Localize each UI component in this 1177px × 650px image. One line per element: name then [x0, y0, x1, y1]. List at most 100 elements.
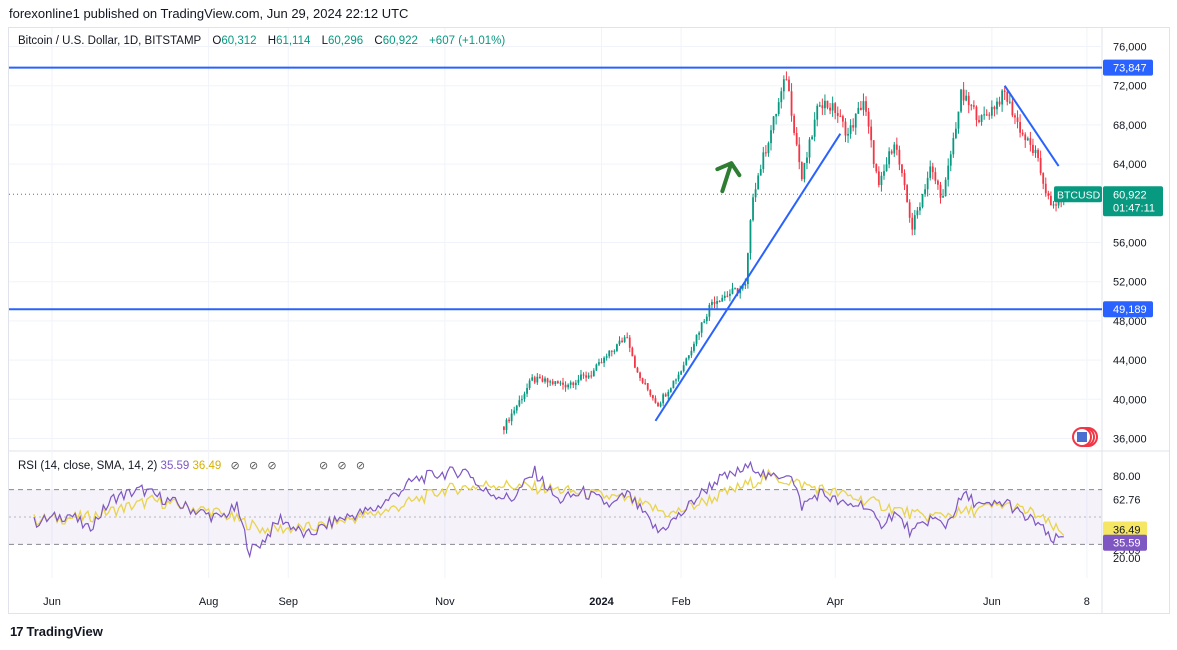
- candle-body: [931, 166, 934, 173]
- candle-body: [857, 107, 860, 114]
- rsi-sma-tag: [1103, 521, 1147, 538]
- candle-body: [590, 375, 593, 377]
- candle-body: [1050, 195, 1052, 206]
- candle-body: [901, 164, 903, 174]
- candle-body: [605, 356, 608, 358]
- candle-body: [944, 179, 947, 197]
- candle-body: [911, 217, 914, 230]
- rsi-tick-label: 62.76: [1113, 495, 1141, 507]
- candle-body: [526, 387, 528, 394]
- candle-body: [975, 106, 978, 120]
- candle-body: [1016, 117, 1019, 122]
- hidden-plot-icon[interactable]: ⊘: [248, 460, 259, 472]
- rsi-value-tag-label: 35.59: [1113, 538, 1141, 550]
- candle-body: [954, 128, 957, 139]
- candle-body: [875, 163, 878, 172]
- candle-body: [1003, 90, 1006, 92]
- time-tick-label: 8: [1084, 596, 1090, 608]
- candle-body: [744, 284, 747, 286]
- level-price-label: 49,189: [1113, 304, 1147, 316]
- candle-body: [600, 362, 603, 364]
- candle-body: [1011, 101, 1014, 116]
- candle-body: [538, 376, 541, 379]
- hidden-plot-icon[interactable]: ⊘: [355, 460, 366, 472]
- candle-body: [972, 105, 975, 107]
- candle-body: [790, 91, 793, 116]
- hidden-plot-icon[interactable]: ⊘: [337, 460, 347, 472]
- time-tick-label: 2024: [589, 596, 614, 608]
- candle-body: [759, 169, 762, 176]
- time-tick-label: Jun: [43, 596, 61, 608]
- candle-body: [713, 301, 716, 304]
- candle-body: [811, 136, 813, 140]
- hidden-plot-icon[interactable]: ⊘: [230, 460, 240, 472]
- candle-body: [654, 398, 657, 403]
- candle-body: [636, 367, 639, 373]
- hidden-plot-icon[interactable]: ⊘: [318, 460, 329, 472]
- rsi-sma-value: 36.49: [192, 460, 222, 472]
- low-value: 60,296: [328, 35, 364, 47]
- candle-body: [572, 382, 575, 386]
- close-label: C: [374, 35, 383, 47]
- level-price-tag: [1103, 301, 1153, 318]
- candle-body: [523, 393, 526, 400]
- candle-body: [877, 171, 880, 185]
- candle-body: [888, 151, 891, 165]
- tradingview-brand: TradingView: [26, 624, 103, 639]
- candle-body: [700, 322, 703, 333]
- price-tick-label: 76,000: [1113, 42, 1147, 54]
- candle-body: [929, 166, 932, 178]
- trendline[interactable]: [1003, 85, 1060, 167]
- candle-body: [592, 370, 595, 377]
- price-tick-label: 36,000: [1113, 434, 1147, 446]
- candle-body: [978, 119, 980, 123]
- candle-body: [949, 154, 952, 166]
- candle-body: [785, 79, 788, 81]
- candle-body: [752, 197, 754, 221]
- candle-body: [893, 144, 896, 154]
- candle-body: [515, 405, 518, 411]
- candle-body: [703, 321, 706, 323]
- candle-body: [721, 297, 724, 302]
- candle-body: [508, 419, 510, 422]
- candle-body: [577, 379, 580, 383]
- candle-body: [842, 116, 844, 122]
- candle-body: [788, 79, 790, 92]
- candle-body: [775, 113, 778, 117]
- tradingview-logo[interactable]: 17 TradingView: [10, 624, 103, 639]
- candle-body: [659, 403, 662, 407]
- candle-body: [1052, 204, 1055, 206]
- publisher-line: forexonline1 published on TradingView.co…: [9, 6, 409, 21]
- candle-body: [934, 172, 937, 181]
- candle-body: [598, 362, 600, 365]
- candle-body: [808, 139, 811, 158]
- candle-body: [541, 378, 544, 382]
- rsi-title[interactable]: RSI (14, close, SMA, 14, 2): [18, 460, 158, 472]
- candle-body: [644, 382, 647, 384]
- candle-body: [711, 301, 713, 305]
- candle-body: [798, 144, 801, 163]
- up-arrow-annotation[interactable]: [715, 161, 742, 194]
- hidden-plot-icon[interactable]: ⊘: [267, 460, 277, 472]
- candle-body: [990, 106, 993, 116]
- candle-body: [793, 115, 796, 133]
- candle-body: [641, 378, 644, 383]
- symbol-title[interactable]: Bitcoin / U.S. Dollar, 1D, BITSTAMP: [18, 35, 202, 47]
- candle-body: [924, 189, 926, 195]
- candle-body: [854, 113, 857, 128]
- candle-body: [1014, 115, 1016, 118]
- candle-body: [826, 100, 829, 108]
- candle-body: [906, 185, 909, 203]
- bar-countdown: 01:47:11: [1113, 202, 1155, 214]
- candle-body: [518, 400, 521, 406]
- trendline[interactable]: [654, 133, 842, 422]
- time-tick-label: Feb: [672, 596, 691, 608]
- candle-body: [595, 364, 598, 371]
- candle-body: [985, 114, 988, 116]
- candle-body: [639, 372, 641, 379]
- candle-body: [937, 180, 939, 185]
- rsi-value-tag: [1103, 534, 1147, 551]
- candle-body: [988, 114, 991, 116]
- candle-body: [952, 138, 955, 155]
